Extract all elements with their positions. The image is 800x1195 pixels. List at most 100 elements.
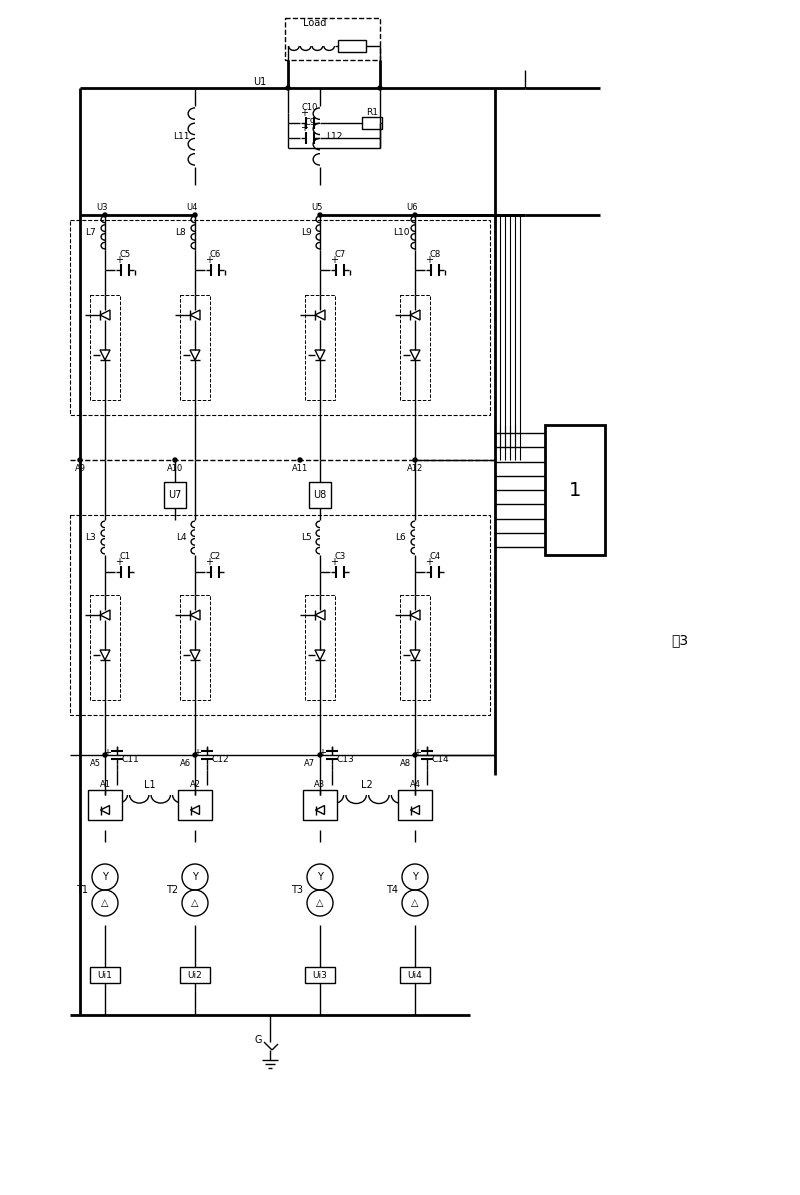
Text: C5: C5 bbox=[119, 250, 130, 258]
Text: Ui4: Ui4 bbox=[408, 970, 422, 980]
Text: L7: L7 bbox=[86, 228, 96, 237]
Text: L11: L11 bbox=[173, 131, 190, 141]
Circle shape bbox=[413, 458, 417, 462]
Text: U7: U7 bbox=[168, 490, 182, 500]
Circle shape bbox=[318, 753, 322, 756]
Bar bbox=[164, 482, 186, 508]
Bar bbox=[88, 790, 122, 820]
Bar bbox=[303, 790, 337, 820]
Text: △: △ bbox=[102, 897, 109, 908]
Text: T2: T2 bbox=[166, 885, 178, 895]
Text: C8: C8 bbox=[430, 250, 441, 258]
Text: R1: R1 bbox=[366, 108, 378, 116]
Text: Ui3: Ui3 bbox=[313, 970, 327, 980]
Text: U4: U4 bbox=[186, 202, 198, 212]
Bar bbox=[400, 595, 430, 700]
Text: A8: A8 bbox=[399, 759, 410, 767]
Text: Y: Y bbox=[412, 872, 418, 882]
Bar bbox=[545, 425, 605, 554]
Text: A6: A6 bbox=[179, 759, 190, 767]
Text: L8: L8 bbox=[176, 228, 186, 237]
Circle shape bbox=[193, 213, 197, 217]
Text: +: + bbox=[115, 255, 123, 265]
Polygon shape bbox=[410, 805, 419, 815]
Bar bbox=[400, 967, 430, 983]
Text: A10: A10 bbox=[167, 464, 183, 472]
Polygon shape bbox=[190, 805, 199, 815]
Bar bbox=[178, 790, 212, 820]
Bar bbox=[338, 39, 366, 53]
Polygon shape bbox=[100, 310, 110, 320]
Bar bbox=[305, 295, 335, 400]
Bar bbox=[70, 220, 490, 415]
Bar bbox=[285, 18, 380, 60]
Text: A7: A7 bbox=[305, 759, 315, 767]
Text: C11: C11 bbox=[121, 754, 139, 764]
Polygon shape bbox=[315, 805, 325, 815]
Text: U8: U8 bbox=[314, 490, 326, 500]
Circle shape bbox=[413, 213, 417, 217]
Text: L6: L6 bbox=[396, 533, 406, 543]
Bar bbox=[305, 595, 335, 700]
Polygon shape bbox=[315, 609, 325, 620]
Text: L10: L10 bbox=[393, 228, 410, 237]
Text: C7: C7 bbox=[334, 250, 346, 258]
Text: C12: C12 bbox=[211, 754, 229, 764]
Text: +: + bbox=[300, 108, 308, 118]
Polygon shape bbox=[190, 650, 200, 660]
Text: Y: Y bbox=[102, 872, 108, 882]
Bar bbox=[362, 117, 382, 129]
Polygon shape bbox=[100, 350, 110, 360]
Bar bbox=[180, 967, 210, 983]
Text: 1: 1 bbox=[569, 480, 581, 500]
Text: Ui2: Ui2 bbox=[188, 970, 202, 980]
Text: U6: U6 bbox=[406, 202, 418, 212]
Text: L9: L9 bbox=[301, 228, 311, 237]
Text: T3: T3 bbox=[291, 885, 303, 895]
Text: +: + bbox=[205, 255, 213, 265]
Circle shape bbox=[193, 753, 197, 756]
Text: C2: C2 bbox=[210, 552, 221, 560]
Polygon shape bbox=[190, 350, 200, 360]
Bar bbox=[90, 295, 120, 400]
Polygon shape bbox=[100, 650, 110, 660]
Text: +: + bbox=[318, 748, 326, 758]
Text: Y: Y bbox=[192, 872, 198, 882]
Bar bbox=[90, 595, 120, 700]
Text: L3: L3 bbox=[86, 533, 96, 543]
Text: U3: U3 bbox=[96, 202, 108, 212]
Bar bbox=[400, 295, 430, 400]
Text: +: + bbox=[193, 748, 201, 758]
Polygon shape bbox=[410, 609, 420, 620]
Text: +: + bbox=[425, 255, 433, 265]
Circle shape bbox=[78, 458, 82, 462]
Text: Load: Load bbox=[303, 18, 326, 27]
Polygon shape bbox=[100, 609, 110, 620]
Text: 图3: 图3 bbox=[671, 633, 689, 646]
Text: +: + bbox=[413, 748, 421, 758]
Text: L1: L1 bbox=[144, 780, 156, 790]
Text: Ui1: Ui1 bbox=[98, 970, 113, 980]
Bar bbox=[90, 967, 120, 983]
Circle shape bbox=[286, 86, 290, 90]
Polygon shape bbox=[315, 350, 325, 360]
Polygon shape bbox=[410, 310, 420, 320]
Text: A4: A4 bbox=[410, 779, 421, 789]
Text: U5: U5 bbox=[311, 202, 322, 212]
Circle shape bbox=[173, 458, 177, 462]
Bar bbox=[309, 482, 331, 508]
Circle shape bbox=[318, 213, 322, 217]
Polygon shape bbox=[410, 650, 420, 660]
Circle shape bbox=[378, 86, 382, 90]
Circle shape bbox=[298, 458, 302, 462]
Text: △: △ bbox=[316, 897, 324, 908]
Text: A2: A2 bbox=[190, 779, 201, 789]
Text: △: △ bbox=[411, 897, 418, 908]
Text: L5: L5 bbox=[301, 533, 311, 543]
Text: +: + bbox=[103, 748, 111, 758]
Polygon shape bbox=[190, 609, 200, 620]
Bar bbox=[180, 295, 210, 400]
Text: U1: U1 bbox=[254, 76, 266, 87]
Text: A9: A9 bbox=[74, 464, 86, 472]
Circle shape bbox=[103, 753, 107, 756]
